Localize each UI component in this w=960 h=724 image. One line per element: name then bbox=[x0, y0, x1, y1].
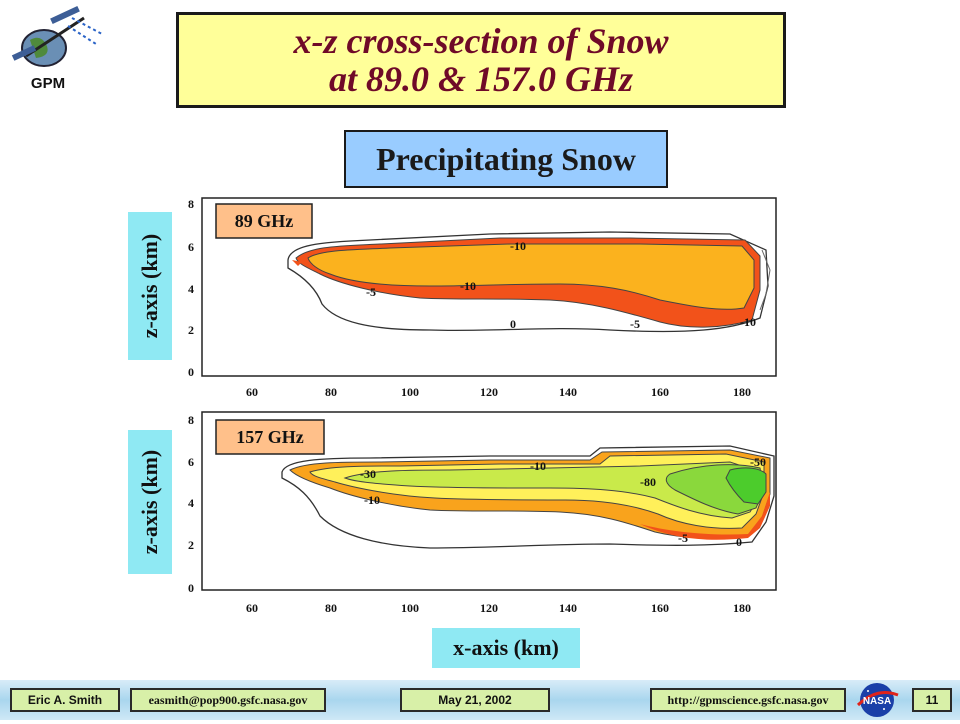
contour-fill-minus30 bbox=[343, 461, 761, 519]
panel-label: 157 GHz bbox=[236, 427, 304, 447]
y-tick-label: 0 bbox=[188, 581, 194, 595]
contour-plot-157ghz: 0 -10 -10 -30 -80 -50 -5 8 6 4 2 0 60 80… bbox=[170, 406, 790, 616]
x-tick-label: 120 bbox=[480, 601, 498, 615]
y-axis-label-bottom: z-axis (km) bbox=[137, 449, 163, 555]
x-tick-label: 100 bbox=[401, 385, 419, 399]
footer-author: Eric A. Smith bbox=[10, 688, 120, 712]
contour-label: -5 bbox=[678, 531, 688, 545]
y-tick-label: 4 bbox=[188, 496, 194, 510]
x-tick-label: 100 bbox=[401, 601, 419, 615]
x-tick-label: 80 bbox=[325, 601, 337, 615]
panel-label: 89 GHz bbox=[235, 211, 294, 231]
subtitle-box: Precipitating Snow bbox=[344, 130, 668, 188]
x-ticks: 60 80 100 120 140 160 180 bbox=[246, 385, 751, 399]
x-tick-label: 180 bbox=[733, 385, 751, 399]
y-tick-label: 2 bbox=[188, 323, 194, 337]
contour-label: 0 bbox=[736, 535, 742, 549]
title-line-2: at 89.0 & 157.0 GHz bbox=[328, 59, 633, 99]
nasa-meatball-icon: NASA bbox=[856, 683, 899, 717]
y-ticks: 8 6 4 2 0 bbox=[188, 413, 194, 595]
contour-label: -5 bbox=[630, 317, 640, 331]
contour-line-0 bbox=[281, 445, 775, 549]
x-tick-label: 180 bbox=[733, 601, 751, 615]
footer-bar: Eric A. Smith easmith@pop900.gsfc.nasa.g… bbox=[0, 680, 960, 720]
nasa-logo: NASA bbox=[854, 681, 900, 719]
x-tick-label: 120 bbox=[480, 385, 498, 399]
y-tick-label: 8 bbox=[188, 197, 194, 211]
y-tick-label: 8 bbox=[188, 413, 194, 427]
panel-label-box bbox=[215, 203, 313, 239]
footer-date: May 21, 2002 bbox=[400, 688, 550, 712]
contour-label: -50 bbox=[750, 455, 766, 469]
y-axis-label-box-top: z-axis (km) bbox=[128, 212, 172, 360]
contour-label: -10 bbox=[530, 459, 546, 473]
y-ticks: 8 6 4 2 0 bbox=[188, 197, 194, 379]
footer-email[interactable]: easmith@pop900.gsfc.nasa.gov bbox=[130, 688, 326, 712]
gpm-logo bbox=[6, 4, 106, 104]
contour-label: -10 bbox=[510, 239, 526, 253]
x-tick-label: 60 bbox=[246, 385, 258, 399]
y-tick-label: 6 bbox=[188, 455, 194, 469]
footer-page-number: 11 bbox=[912, 688, 952, 712]
x-tick-label: 160 bbox=[651, 601, 669, 615]
y-axis-label-box-bottom: z-axis (km) bbox=[128, 430, 172, 574]
contour-label: -30 bbox=[360, 467, 376, 481]
x-tick-label: 60 bbox=[246, 601, 258, 615]
y-tick-label: 0 bbox=[188, 365, 194, 379]
x-tick-label: 140 bbox=[559, 385, 577, 399]
x-tick-label: 140 bbox=[559, 601, 577, 615]
contour-label: -10 bbox=[740, 315, 756, 329]
footer-url[interactable]: http://gpmscience.gsfc.nasa.gov bbox=[650, 688, 846, 712]
y-tick-label: 2 bbox=[188, 538, 194, 552]
gpm-satellite-icon bbox=[11, 5, 103, 67]
contour-label: -10 bbox=[364, 493, 380, 507]
title-line-1: x-z cross-section of Snow bbox=[293, 21, 669, 61]
y-tick-label: 6 bbox=[188, 240, 194, 254]
contour-label: -5 bbox=[366, 285, 376, 299]
x-axis-label: x-axis (km) bbox=[432, 628, 580, 668]
y-axis-label-top: z-axis (km) bbox=[137, 233, 163, 339]
contour-plot-89ghz: -10 0 -5 -10 -5 -10 8 6 4 2 0 60 80 100 … bbox=[170, 190, 790, 400]
x-ticks: 60 80 100 120 140 160 180 bbox=[246, 601, 751, 615]
contour-label: -80 bbox=[640, 475, 656, 489]
gpm-logo-text: GPM bbox=[30, 75, 66, 92]
y-tick-label: 4 bbox=[188, 282, 194, 296]
panel-label-box bbox=[215, 419, 325, 455]
x-tick-label: 80 bbox=[325, 385, 337, 399]
title-box: x-z cross-section of Snow at 89.0 & 157.… bbox=[176, 12, 786, 108]
contour-label: 0 bbox=[510, 317, 516, 331]
contour-label: -10 bbox=[460, 279, 476, 293]
contour-line-0 bbox=[287, 231, 769, 333]
contour-fill-minus50 bbox=[725, 467, 767, 505]
nasa-logo-text: NASA bbox=[863, 696, 891, 707]
contour-fill-minus10 bbox=[307, 243, 755, 310]
x-tick-label: 160 bbox=[651, 385, 669, 399]
